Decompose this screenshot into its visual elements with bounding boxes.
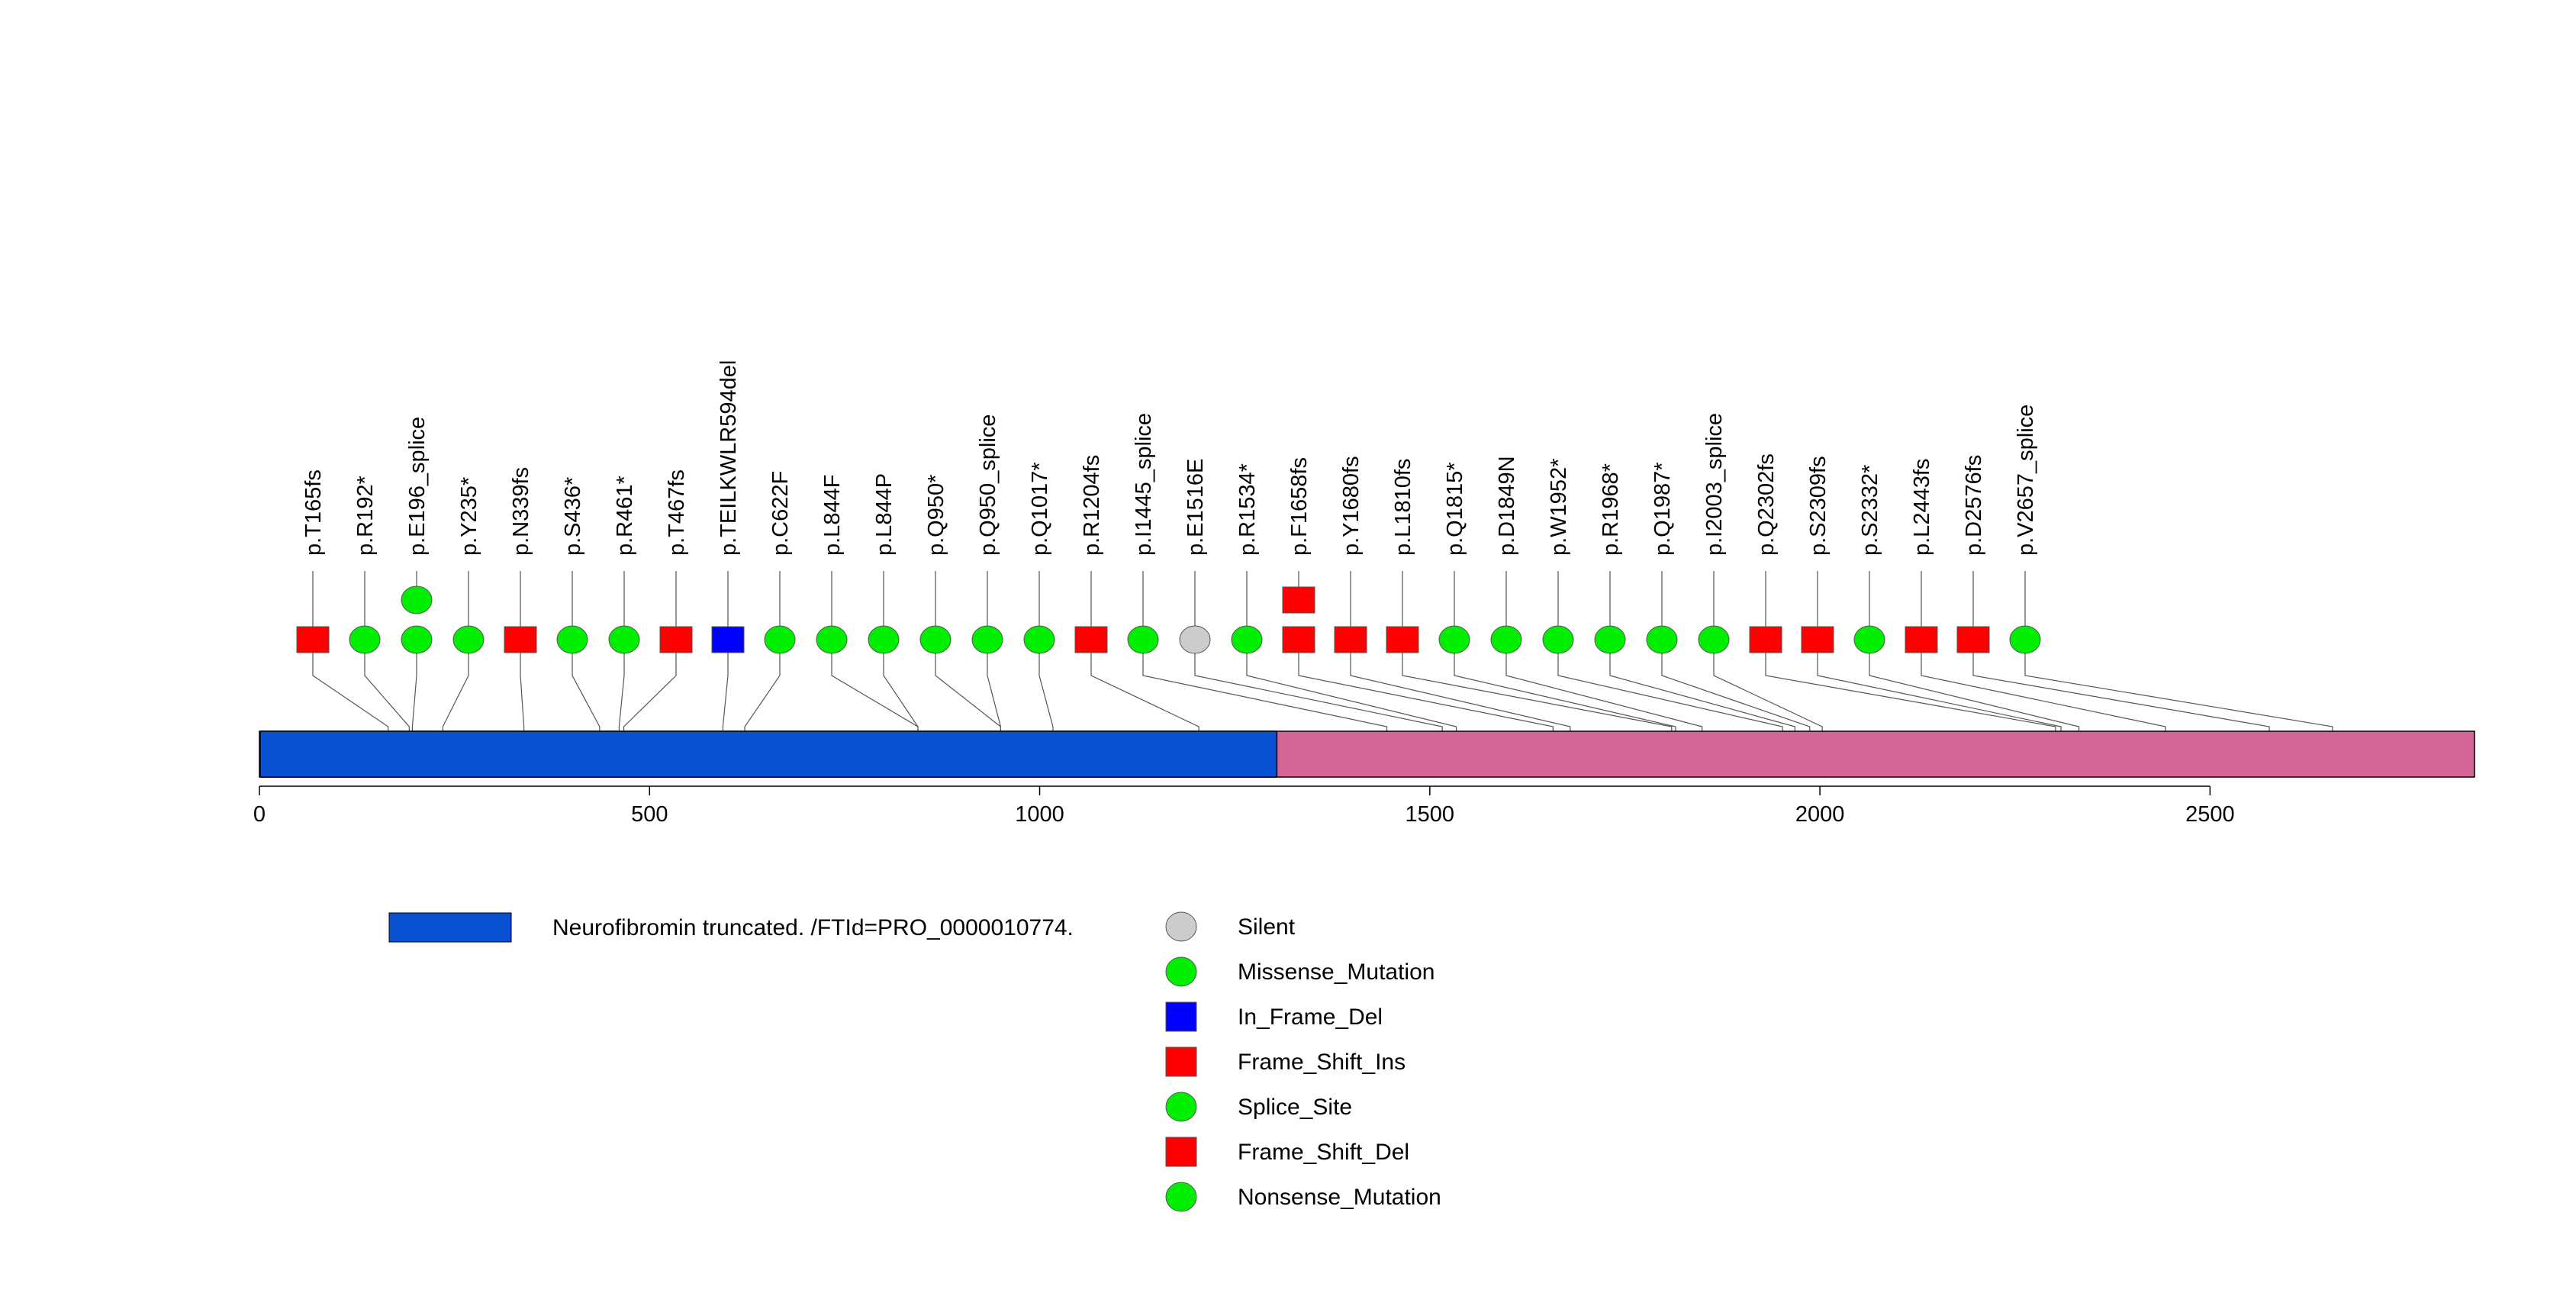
mutation-marker xyxy=(349,625,381,654)
mutation-label: p.T467fs xyxy=(665,469,689,556)
mutation-label: p.W1952* xyxy=(1547,459,1571,556)
legend-label: Nonsense_Mutation xyxy=(1238,1185,1441,1210)
mutation-marker xyxy=(1074,626,1108,653)
mutation-label: p.Q1017* xyxy=(1028,462,1052,556)
mutation-marker xyxy=(1282,586,1315,614)
mutation-label: p.Y1680fs xyxy=(1339,456,1364,556)
mutation-marker xyxy=(1594,625,1626,654)
mutation-markers xyxy=(296,585,2041,654)
mutation-label: p.R1204fs xyxy=(1080,455,1104,556)
x-tick-label: 1000 xyxy=(1015,802,1064,827)
mutation-label: p.E196_splice xyxy=(405,417,430,556)
mutation-marker xyxy=(764,625,796,654)
mutation-label: p.Q1815* xyxy=(1443,462,1467,556)
mutation-label: p.R1968* xyxy=(1599,463,1623,556)
legend-swatch xyxy=(1165,1182,1197,1212)
x-tick-label: 2000 xyxy=(1795,802,1845,827)
legend-label: In_Frame_Del xyxy=(1238,1005,1383,1030)
legend-swatch xyxy=(1165,1137,1197,1167)
legend-label: Frame_Shift_Del xyxy=(1238,1140,1409,1165)
x-tick-label: 0 xyxy=(253,802,266,827)
mutation-label: p.TEILKWLR594del xyxy=(716,360,741,556)
legend-domain-label: Neurofibromin truncated. /FTId=PRO_00000… xyxy=(552,915,1074,940)
x-tick-label: 1500 xyxy=(1406,802,1455,827)
mutation-marker xyxy=(1023,625,1055,654)
legend: Neurofibromin truncated. /FTId=PRO_00000… xyxy=(388,911,1441,1212)
mutation-label: p.S2309fs xyxy=(1806,456,1831,556)
x-tick-label: 500 xyxy=(631,802,668,827)
mutation-marker xyxy=(608,625,640,654)
mutation-label: p.R1534* xyxy=(1235,463,1260,556)
legend-swatch xyxy=(1165,1047,1197,1077)
legend-swatch xyxy=(1165,956,1197,987)
mutation-label: p.Q950_splice xyxy=(976,414,1000,556)
mutation-marker xyxy=(556,625,588,654)
mutation-label: p.F1658fs xyxy=(1287,457,1312,556)
mutation-label: p.C622F xyxy=(768,471,793,556)
mutation-marker xyxy=(401,625,433,654)
mutation-label: p.Q1987* xyxy=(1650,462,1675,556)
mutation-label: p.N339fs xyxy=(509,467,533,556)
mutation-label: p.L2443fs xyxy=(1910,459,1934,556)
mutation-label: p.R461* xyxy=(613,476,637,556)
mutation-marker xyxy=(296,626,330,653)
mutation-marker xyxy=(1542,625,1574,654)
mutation-marker xyxy=(971,625,1003,654)
mutation-marker xyxy=(1646,625,1678,654)
mutation-label: p.V2657_splice xyxy=(2014,405,2038,556)
mutation-marker xyxy=(659,626,693,653)
mutation-marker xyxy=(1490,625,1522,654)
x-axis: 0 500 1000 1500 2000 2500 xyxy=(253,785,2235,827)
mutation-marker xyxy=(1801,626,1834,653)
legend-label: Missense_Mutation xyxy=(1238,959,1435,985)
mutation-marker xyxy=(1179,625,1211,654)
mutation-label: p.R192* xyxy=(353,476,378,556)
mutation-marker xyxy=(711,626,745,653)
mutation-marker xyxy=(1905,626,1938,653)
mutation-labels: p.T165fs p.R192* p.E196_splice p.Y235* p.N33… xyxy=(301,360,2038,556)
mutation-label: p.D1849N xyxy=(1495,456,1519,556)
mutation-label: p.L844P xyxy=(872,473,897,556)
mutation-label: p.E1516E xyxy=(1183,459,1208,556)
legend-swatch xyxy=(1165,911,1197,942)
legend-swatch xyxy=(1165,1001,1197,1032)
mutation-marker xyxy=(2009,625,2041,654)
x-tick-label: 2500 xyxy=(2185,802,2235,827)
mutation-label: p.Q2302fs xyxy=(1754,453,1779,556)
legend-label: Frame_Shift_Ins xyxy=(1238,1050,1406,1075)
protein-backbone xyxy=(259,730,2475,778)
mutation-marker xyxy=(868,625,900,654)
legend-domain-swatch xyxy=(388,912,512,943)
domain-bar xyxy=(259,730,1278,778)
mutation-marker xyxy=(1127,625,1159,654)
mutation-label: p.Y235* xyxy=(457,477,481,556)
mutation-marker xyxy=(1956,626,1990,653)
mutation-marker xyxy=(401,585,433,614)
legend-label: Silent xyxy=(1238,914,1296,940)
mutation-label: p.I1445_splice xyxy=(1132,413,1156,556)
mutation-marker xyxy=(1282,626,1315,653)
mutation-marker xyxy=(816,625,848,654)
mutation-label: p.T165fs xyxy=(301,469,326,556)
mutation-label: p.L1810fs xyxy=(1391,459,1415,556)
legend-swatch xyxy=(1165,1092,1197,1122)
mutation-marker xyxy=(1386,626,1419,653)
mutation-marker xyxy=(452,625,485,654)
mutation-label: p.D2576fs xyxy=(1962,455,1986,556)
mutation-label: p.I2003_splice xyxy=(1702,413,1727,556)
mutation-label: p.L844F xyxy=(820,475,845,556)
mutation-label: p.S436* xyxy=(561,477,585,556)
mutation-marker xyxy=(1334,626,1367,653)
mutation-marker xyxy=(1749,626,1782,653)
mutation-marker xyxy=(1231,625,1263,654)
mutation-marker xyxy=(919,625,952,654)
legend-label: Splice_Site xyxy=(1238,1095,1352,1120)
mutation-marker xyxy=(1698,625,1730,654)
mutation-label: p.Q950* xyxy=(924,475,948,556)
mutation-label: p.S2332* xyxy=(1858,465,1882,556)
mutation-marker xyxy=(504,626,537,653)
mutation-marker xyxy=(1438,625,1470,654)
mutation-marker xyxy=(1853,625,1885,654)
